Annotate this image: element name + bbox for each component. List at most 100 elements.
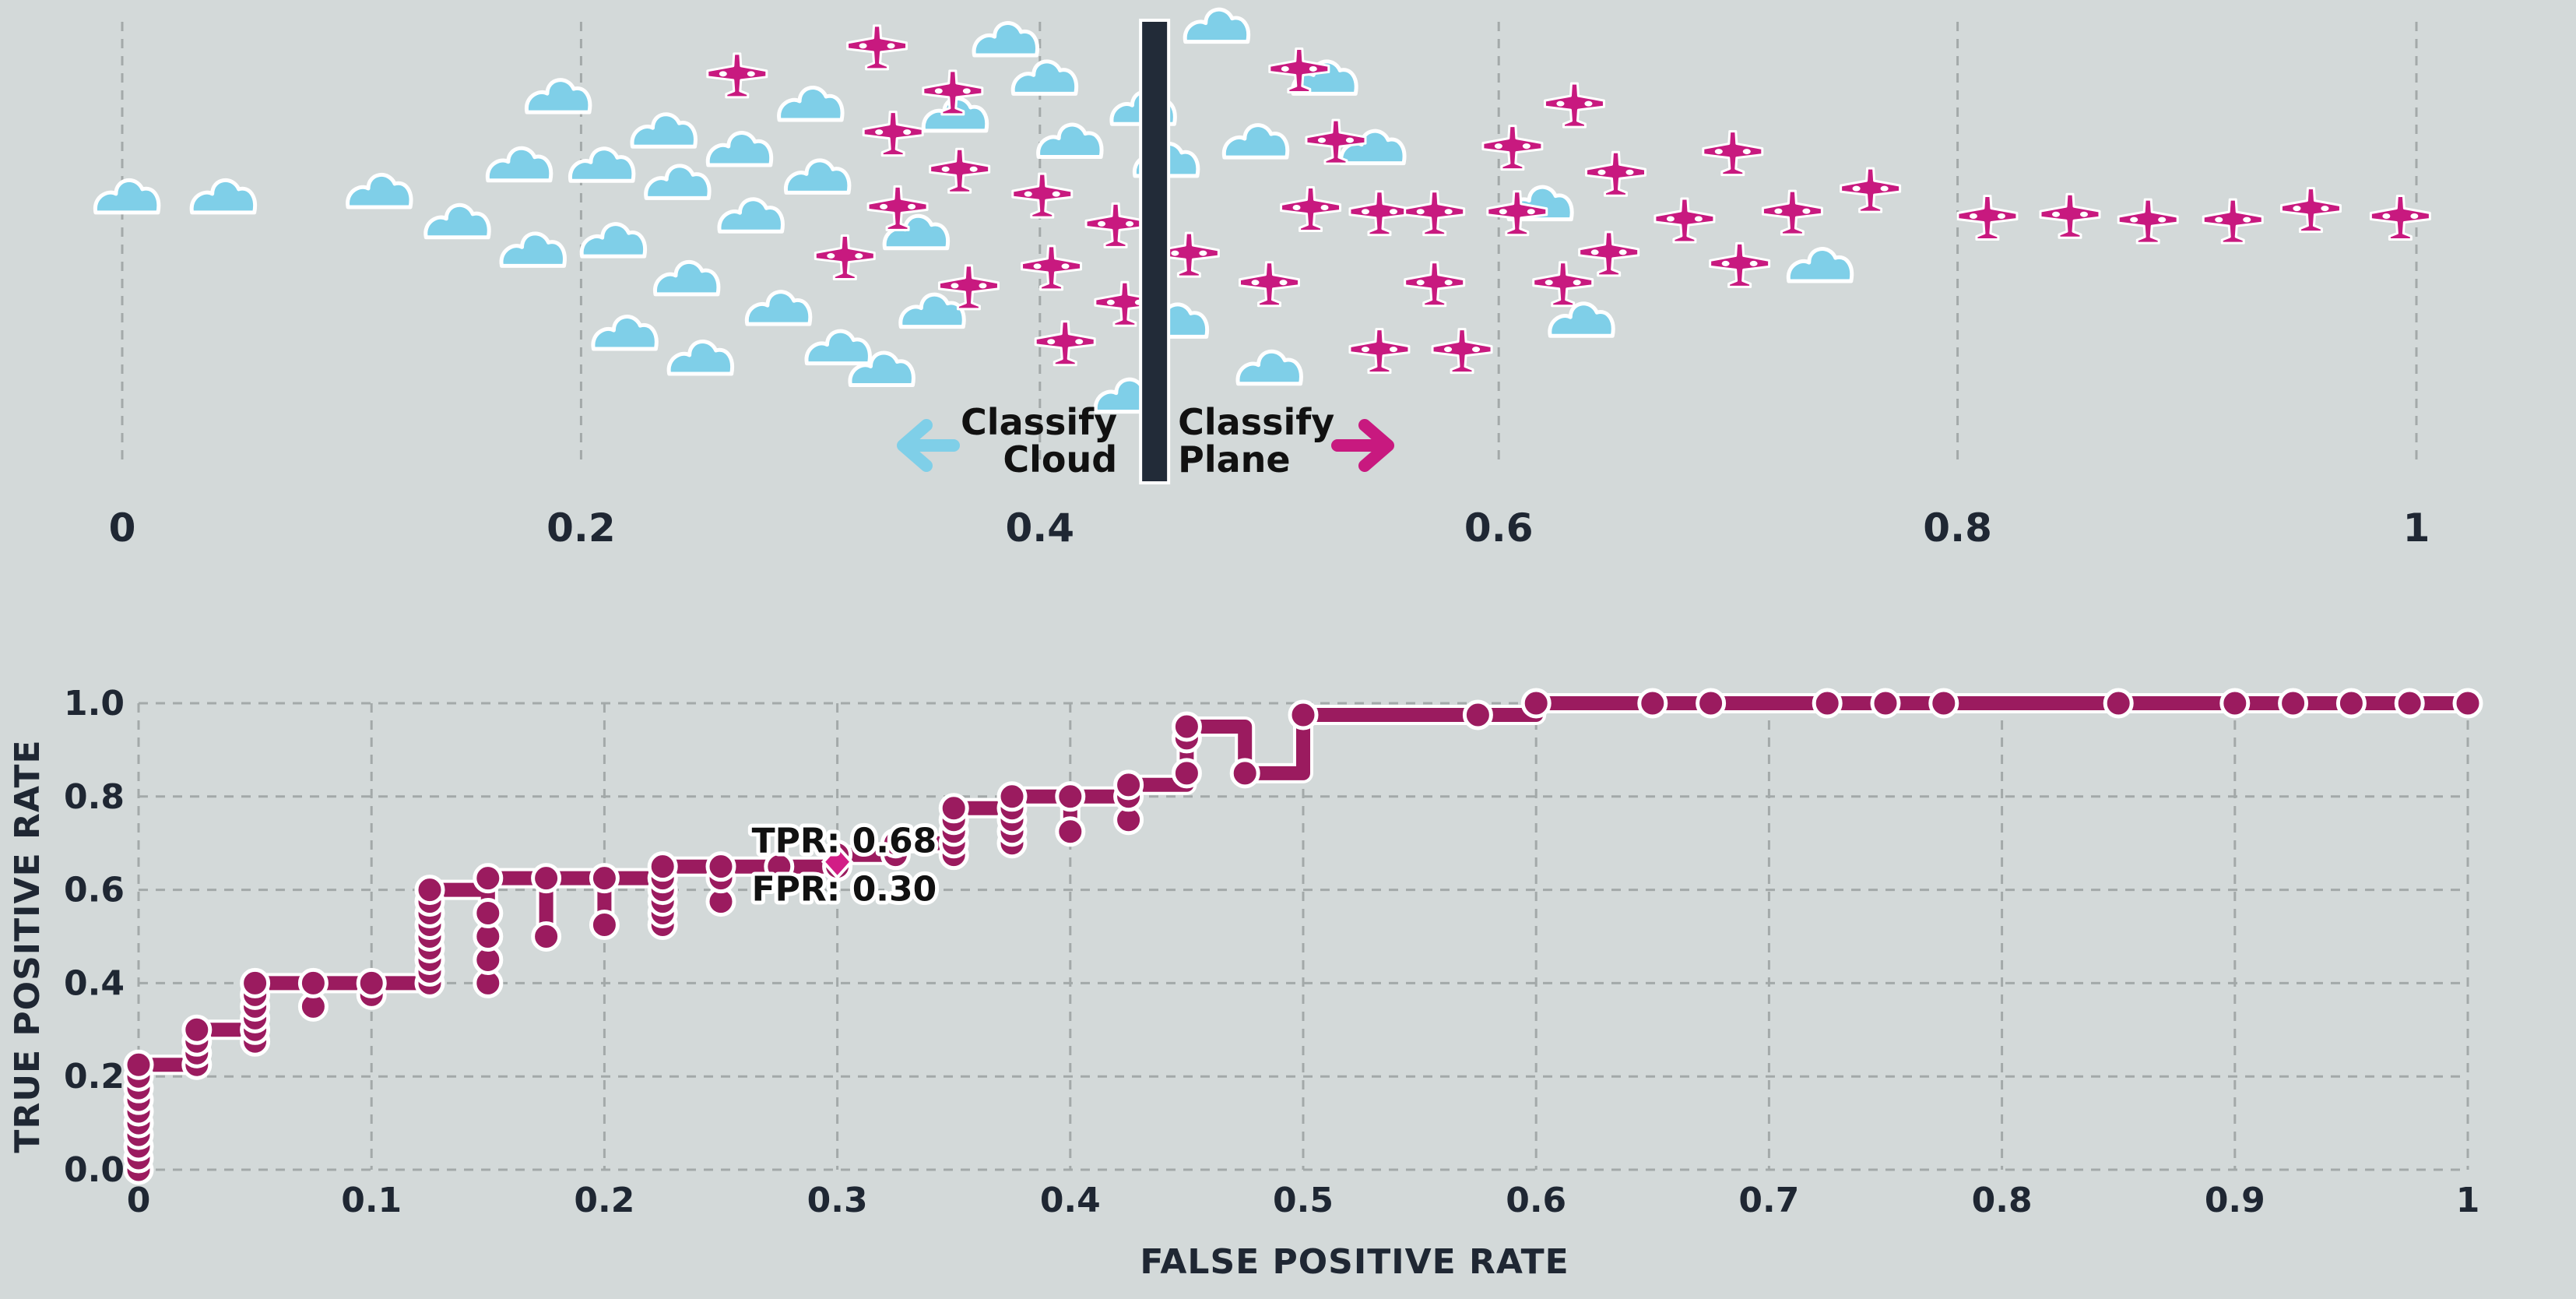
plane-icon xyxy=(814,234,876,281)
roc-point xyxy=(531,921,562,952)
arrow-right-icon xyxy=(1331,419,1394,472)
roc-x-tick-label: 0.1 xyxy=(341,1181,402,1220)
roc-point xyxy=(1171,711,1202,742)
top-tick-label: 0.6 xyxy=(1464,505,1534,551)
plane-icon xyxy=(1021,245,1083,291)
roc-point xyxy=(589,910,620,941)
roc-point xyxy=(1055,781,1086,812)
roc-point xyxy=(705,851,736,882)
roc-point xyxy=(880,828,911,859)
roc-point xyxy=(2452,688,2483,719)
cloud-icon xyxy=(426,205,489,237)
cloud-icon xyxy=(501,234,564,266)
top-tick-label: 0 xyxy=(109,505,136,551)
roc-x-axis-title: FALSE POSITIVE RATE xyxy=(1140,1242,1569,1282)
plane-icon xyxy=(1404,190,1466,237)
top-tick-label: 1 xyxy=(2403,505,2430,551)
cloud-icon xyxy=(1038,125,1102,157)
roc-x-tick-label: 0.7 xyxy=(1738,1181,1799,1220)
classify-plane-label: Classify xyxy=(1178,401,1334,443)
roc-x-tick-label: 0 xyxy=(127,1181,151,1220)
roc-point xyxy=(1928,688,1959,719)
cloud-icon xyxy=(1013,62,1076,93)
cloud-icon xyxy=(570,149,633,181)
roc-point xyxy=(531,863,562,894)
cloud-icon xyxy=(348,174,411,206)
classifier-strip-chart: 0 0.2 0.4 0.6 0.8 1 ClassifyCloudClassifyPlan… xyxy=(95,9,2431,551)
roc-x-tick-label: 1 xyxy=(2456,1181,2480,1220)
roc-point xyxy=(1520,688,1552,719)
roc-x-tick-label: 0.8 xyxy=(1972,1181,2033,1220)
cloud-icon xyxy=(1788,249,1851,281)
cloud-icon xyxy=(708,133,771,165)
plane-icon xyxy=(2117,198,2179,245)
cloud-icon xyxy=(593,317,656,349)
roc-chart: 0 0.1 0.2 0.3 0.4 0.5 0.6 0.7 0.8 0.9 1 0.0 0.2 0.4 0.… xyxy=(8,684,2483,1282)
plane-icon xyxy=(1348,190,1411,237)
plane-icon xyxy=(1543,82,1605,128)
roc-point xyxy=(1812,688,1843,719)
roc-point xyxy=(1055,816,1086,847)
roc-point xyxy=(1637,688,1668,719)
roc-point xyxy=(1462,699,1493,730)
roc-x-tick-label: 0.2 xyxy=(574,1181,634,1220)
plane-icon xyxy=(2202,198,2264,245)
roc-point xyxy=(473,863,504,894)
roc-annotation: TPR: 0.68 FPR: 0.30 xyxy=(748,818,941,914)
roc-point xyxy=(2278,688,2309,719)
selected-point-marker[interactable] xyxy=(821,843,854,880)
classify-cloud-label: Cloud xyxy=(1003,438,1117,481)
plane-icon xyxy=(1584,150,1646,197)
roc-point xyxy=(2103,688,2134,719)
fpr-label: FPR: 0.30 xyxy=(752,870,937,910)
roc-x-tick-label: 0.3 xyxy=(807,1181,868,1220)
top-tick-label: 0.4 xyxy=(1006,505,1075,551)
roc-x-tick-label: 0.6 xyxy=(1506,1181,1566,1220)
top-tick-label: 0.2 xyxy=(546,505,616,551)
cloud-icon xyxy=(669,341,732,373)
roc-point xyxy=(414,875,445,906)
top-tick-labels: 0 0.2 0.4 0.6 0.8 1 xyxy=(109,505,2430,551)
cloud-icon xyxy=(655,262,718,294)
roc-y-tick-label: 0.2 xyxy=(64,1057,125,1097)
plane-icon xyxy=(706,52,768,99)
plane-icon xyxy=(846,24,908,71)
plane-icon xyxy=(1532,261,1594,308)
plane-icon xyxy=(2369,195,2431,241)
roc-point xyxy=(2219,688,2251,719)
roc-point xyxy=(1696,688,1727,719)
roc-y-tick-label: 1.0 xyxy=(64,684,125,723)
roc-points xyxy=(123,688,2483,1185)
roc-y-tick-label: 0.0 xyxy=(64,1150,125,1190)
plane-icon xyxy=(1956,195,2019,241)
roc-tick-labels: 0 0.1 0.2 0.3 0.4 0.5 0.6 0.7 0.8 0.9 1 0.0 0.2 0.4 0.… xyxy=(64,684,2479,1220)
cloud-icon xyxy=(1550,304,1613,336)
plane-icon xyxy=(1709,241,1771,288)
roc-x-tick-label: 0.5 xyxy=(1273,1181,1334,1220)
cloud-icon xyxy=(974,23,1037,55)
roc-point xyxy=(996,781,1028,812)
roc-point xyxy=(473,898,504,929)
roc-x-tick-label: 0.4 xyxy=(1040,1181,1101,1220)
cloud-icon xyxy=(646,166,709,198)
top-tick-label: 0.8 xyxy=(1923,505,1992,551)
plane-icon xyxy=(1239,261,1300,308)
roc-point xyxy=(356,967,387,998)
plane-icon xyxy=(1578,231,1640,277)
roc-point xyxy=(181,1014,213,1045)
roc-point xyxy=(1171,758,1202,789)
plane-icon xyxy=(1011,172,1074,219)
plane-icon xyxy=(1404,261,1466,308)
roc-point xyxy=(1113,769,1144,801)
roc-point xyxy=(938,793,969,824)
plane-icon xyxy=(1702,130,1764,177)
plane-icon xyxy=(2039,192,2101,239)
roc-point xyxy=(2394,688,2425,719)
plane-icon xyxy=(862,111,924,157)
plane-icon xyxy=(1348,328,1411,375)
cloud-icon xyxy=(901,294,964,326)
plane-icon xyxy=(1840,167,1902,213)
threshold-bar[interactable] xyxy=(1139,19,1171,484)
plane-icon xyxy=(1481,125,1544,171)
roc-point xyxy=(123,1049,154,1080)
